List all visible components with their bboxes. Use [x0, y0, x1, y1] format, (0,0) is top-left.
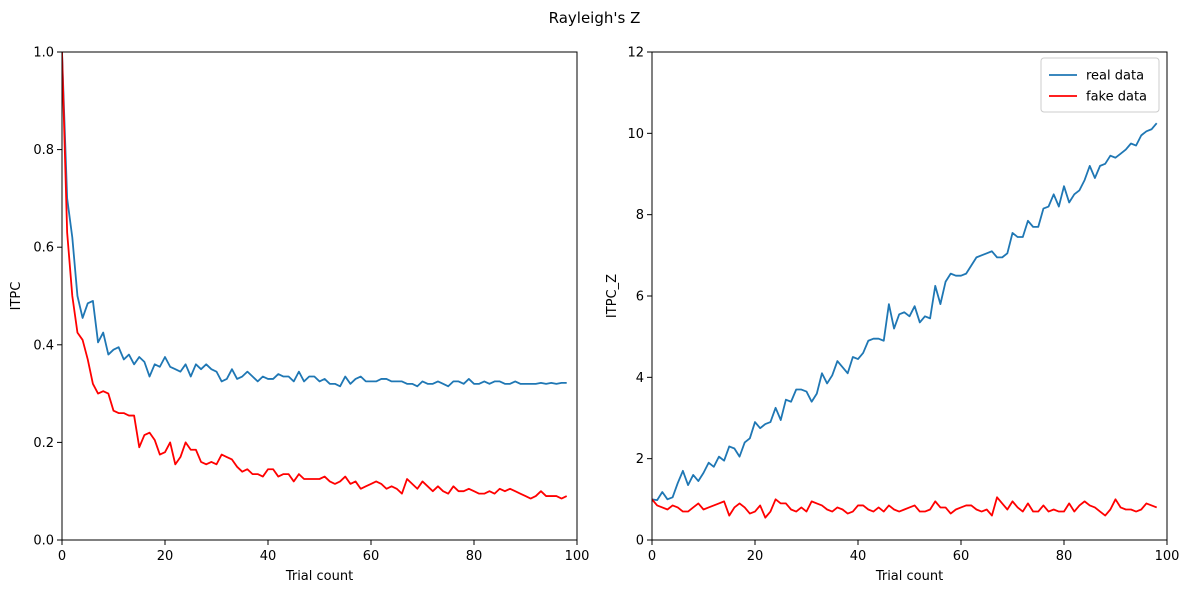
y-tick-label: 0.6	[33, 241, 54, 256]
x-tick-label: 40	[850, 549, 867, 564]
figure-suptitle: Rayleigh's Z	[549, 9, 641, 27]
x-tick-label: 60	[953, 549, 970, 564]
series-line-s0	[62, 52, 567, 388]
y-tick-label: 0.2	[33, 436, 54, 451]
y-tick-label: 6	[636, 290, 644, 305]
x-tick-label: 20	[747, 549, 764, 564]
x-tick-label: 60	[363, 549, 380, 564]
y-tick-label: 0	[636, 534, 644, 549]
x-tick-label: 80	[1056, 549, 1073, 564]
series-line-fake-data	[652, 496, 1158, 519]
x-tick-label: 100	[565, 549, 590, 564]
axes-frame	[61, 51, 578, 541]
right-axes: 0 20 40 60 80 100 0 2 4 6 8 10 12 Trial count ITPC_Z re…	[605, 46, 1179, 585]
y-axis-label: ITPC_Z	[605, 274, 620, 318]
x-tick-label: 20	[157, 549, 174, 564]
series-line-s1	[62, 52, 568, 500]
y-tick-label: 2	[636, 452, 644, 467]
legend-label: real data	[1086, 69, 1144, 84]
left-axes: 0 20 40 60 80 100 0.0 0.2 0.4 0.6 0.8 1.0 Trial coun…	[9, 46, 589, 585]
y-tick-label: 8	[636, 208, 644, 223]
x-tick-label: 100	[1155, 549, 1180, 564]
x-tick-label: 0	[648, 549, 656, 564]
legend: real data fake data	[1040, 57, 1160, 113]
y-axis-label: ITPC	[9, 282, 24, 311]
series-line-real-data	[652, 122, 1158, 502]
y-tick-label: 4	[636, 371, 644, 386]
x-tick-label: 0	[58, 549, 66, 564]
x-tick-label: 80	[466, 549, 483, 564]
x-axis-label: Trial count	[875, 569, 943, 584]
y-tick-label: 0.4	[33, 338, 54, 353]
y-tick-label: 0.0	[33, 534, 54, 549]
y-tick-label: 10	[627, 127, 644, 142]
x-tick-label: 40	[260, 549, 277, 564]
y-tick-label: 0.8	[33, 143, 54, 158]
legend-box	[1040, 57, 1160, 113]
y-tick-label: 12	[627, 46, 644, 61]
legend-label: fake data	[1086, 90, 1147, 105]
x-axis-label: Trial count	[285, 569, 353, 584]
y-tick-label: 1.0	[33, 46, 54, 61]
